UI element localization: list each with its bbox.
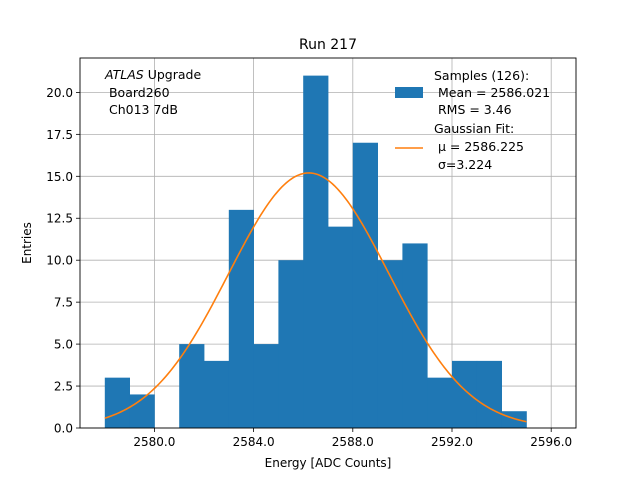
histogram-bar	[129, 394, 155, 428]
histogram-bars	[104, 75, 527, 428]
x-tick-label: 2588.0	[332, 435, 374, 449]
y-tick-label: 17.5	[46, 128, 73, 142]
histogram-bar	[303, 75, 329, 428]
x-tick-label: 2596.0	[530, 435, 572, 449]
y-tick-label: 0.0	[54, 422, 73, 436]
histogram-bar	[253, 344, 279, 428]
gaussian-fit-line	[104, 172, 527, 423]
legend-fit-line3: σ=3.224	[434, 157, 492, 172]
histogram-bar	[352, 142, 378, 428]
histogram-bar	[501, 411, 527, 428]
y-tick-label: 20.0	[46, 86, 73, 100]
legend-fit-line2: μ = 2586.225	[434, 139, 524, 154]
axes-frame	[79, 57, 577, 429]
legend-samples-swatch	[395, 87, 423, 98]
svg-text:ATLAS Upgrade: ATLAS Upgrade	[104, 67, 201, 82]
atlas-annotation: ATLAS Upgrade Board260 Ch013 7dB	[104, 67, 201, 117]
channel-label: Ch013 7dB	[105, 102, 178, 117]
atlas-label: ATLAS	[104, 67, 144, 82]
upgrade-label: Upgrade	[144, 67, 202, 82]
histogram-bar	[452, 360, 478, 428]
y-tick-label: 15.0	[46, 170, 73, 184]
legend-samples-line3: RMS = 3.46	[434, 102, 512, 117]
histogram-bar	[377, 260, 403, 428]
y-axis-ticks: 0.0 2.5 5.0 7.5 10.0 12.5 15.0 17.5 20.0	[46, 86, 80, 436]
histogram-bar	[179, 344, 205, 428]
y-tick-label: 10.0	[46, 254, 73, 268]
x-axis-label: Energy [ADC Counts]	[265, 456, 392, 470]
x-tick-label: 2580.0	[133, 435, 175, 449]
histogram-bar	[427, 377, 453, 428]
legend-fit-line1: Gaussian Fit:	[434, 121, 514, 136]
y-tick-label: 7.5	[54, 296, 73, 310]
histogram-bar	[104, 377, 130, 428]
histogram-bar	[402, 243, 428, 428]
legend-samples-line2: Mean = 2586.021	[434, 85, 550, 100]
x-tick-label: 2592.0	[431, 435, 473, 449]
histogram-bar	[278, 260, 304, 428]
legend-samples-line1: Samples (126):	[434, 68, 529, 83]
histogram-bar	[204, 360, 230, 428]
board-label: Board260	[105, 85, 170, 100]
x-tick-label: 2584.0	[233, 435, 275, 449]
chart-title: Run 217	[299, 37, 357, 53]
x-axis-ticks: 2580.0 2584.0 2588.0 2592.0 2596.0	[133, 428, 572, 449]
y-axis-label: Entries	[20, 222, 34, 264]
y-tick-label: 12.5	[46, 212, 73, 226]
histogram-bar	[476, 360, 502, 428]
histogram-bar	[228, 209, 254, 428]
histogram-bar	[328, 226, 354, 428]
y-tick-label: 2.5	[54, 380, 73, 394]
legend: Samples (126): Mean = 2586.021 RMS = 3.4…	[395, 68, 550, 172]
y-tick-label: 5.0	[54, 338, 73, 352]
